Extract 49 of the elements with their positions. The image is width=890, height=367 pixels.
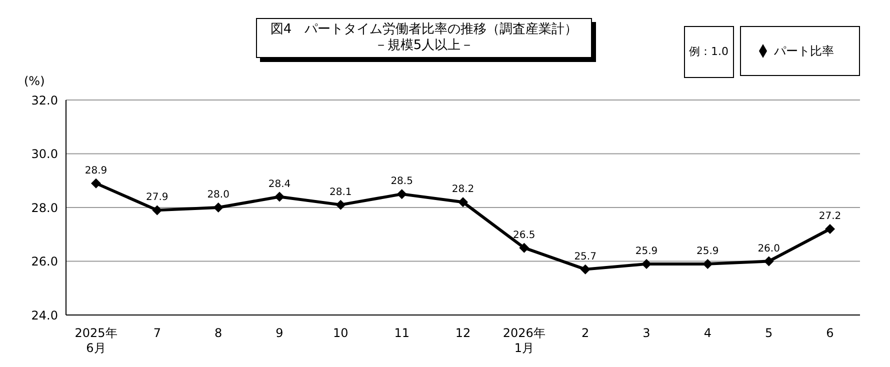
x-tick-label: 2026年 1月 <box>502 326 546 355</box>
x-tick-label: 5 <box>765 326 773 340</box>
point <box>336 200 346 210</box>
x-tick-label: 10 <box>333 326 348 340</box>
y-tick-label: 28.0 <box>31 200 58 215</box>
point <box>274 192 284 202</box>
data-label: 25.7 <box>574 251 596 262</box>
point <box>458 197 468 208</box>
point <box>152 205 162 216</box>
x-tick-label: 7 <box>153 326 161 340</box>
point <box>702 258 713 269</box>
data-label: 28.2 <box>452 184 474 196</box>
data-label: 28.0 <box>207 190 230 200</box>
y-tick-label: 32.0 <box>31 93 58 108</box>
point <box>764 256 774 266</box>
y-tick-label: 24.0 <box>31 308 58 322</box>
chart-title: 図4 パートタイム労働者比率の推移（調査産業計） <box>269 22 579 38</box>
data-label: 27.9 <box>146 192 168 204</box>
x-tick-label: 9 <box>276 326 284 340</box>
x-tick-label: 12 <box>455 326 471 340</box>
data-label: 28.1 <box>330 186 352 198</box>
point <box>396 189 407 200</box>
data-label: 26.5 <box>513 230 536 241</box>
y-tick-label: 30.0 <box>31 147 58 162</box>
point <box>825 224 835 234</box>
y-tick-label: 26.0 <box>31 254 58 269</box>
data-label: 28.5 <box>390 176 413 188</box>
x-tick-label: 11 <box>394 326 410 340</box>
x-tick-label: 8 <box>214 326 222 340</box>
data-label: 25.9 <box>696 246 719 257</box>
point <box>213 202 224 212</box>
data-label: 27.2 <box>818 211 842 222</box>
x-tick-label: 2 <box>582 326 590 340</box>
point <box>580 264 590 274</box>
x-tick-label: 2025年 6月 <box>74 326 118 355</box>
data-label: 28.9 <box>84 165 108 176</box>
text: 例：1.0 <box>684 26 734 78</box>
point <box>642 258 652 269</box>
point <box>91 178 101 188</box>
y-axis-title: (%) <box>24 74 45 88</box>
legend-label: パート比率 <box>774 44 834 58</box>
data-label: 28.4 <box>268 178 291 190</box>
x-tick-label: 3 <box>642 326 650 340</box>
point <box>519 242 530 253</box>
data-label: 25.9 <box>635 246 658 257</box>
chart-subtitle: －規模5人以上－ <box>373 38 475 54</box>
x-tick-label: 6 <box>826 326 834 340</box>
data-label: 26.0 <box>758 243 780 254</box>
x-tick-label: 4 <box>704 326 712 340</box>
